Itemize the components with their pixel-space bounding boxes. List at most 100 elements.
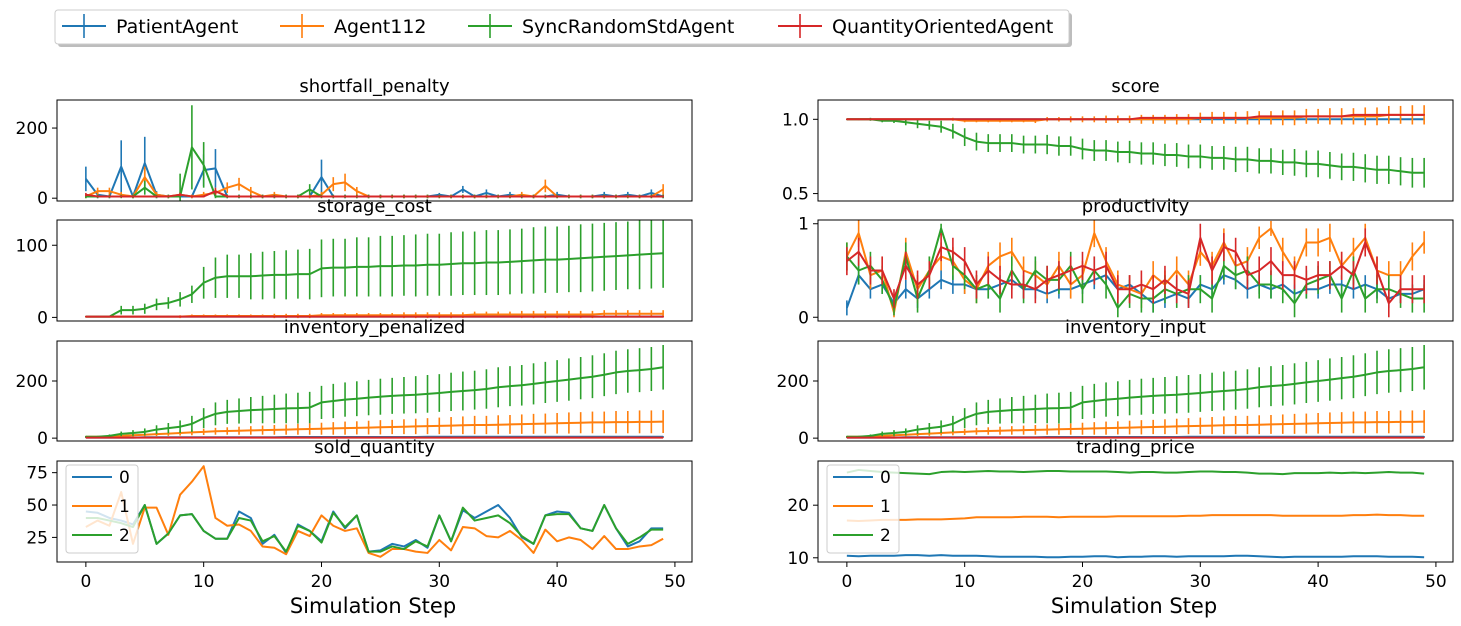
axes-frame: [56, 340, 693, 442]
subplot-score: score 0.5 1.0: [782, 76, 1454, 205]
y-tick-label: 25: [26, 528, 48, 548]
axes-frame: [56, 99, 693, 202]
subplot-legend: 0 1 2: [65, 464, 139, 554]
series-line-syncrandomstdagent: [85, 366, 664, 438]
axes-frame: [56, 219, 693, 322]
y-tick-label: 1: [798, 215, 809, 235]
plot-area: [85, 220, 664, 319]
subplot-legend-frame: [65, 464, 139, 554]
legend-label-agent112: Agent112: [334, 16, 427, 38]
plot-area: [846, 105, 1425, 188]
y-tick-label: 100: [16, 236, 48, 256]
x-tick-label: 50: [664, 572, 686, 592]
subplot-shortfall-penalty: shortfall_penalty 0 200: [16, 76, 693, 209]
series-line-syncrandomstdagent: [85, 146, 664, 198]
y-tick-label: 75: [26, 464, 48, 484]
subplot-inventory-penalized: inventory_penalized 0 200: [16, 317, 693, 449]
series-line-2: [85, 504, 664, 553]
subplot-title: shortfall_penalty: [299, 76, 450, 97]
subplot-title: trading_price: [1076, 437, 1195, 458]
legend-label-patientagent: PatientAgent: [116, 16, 238, 38]
x-tick-label: 50: [1425, 572, 1447, 592]
y-tick-label: 20: [787, 496, 809, 516]
x-axis-label-left: Simulation Step: [290, 594, 456, 618]
y-tick-label: 0: [798, 308, 809, 328]
subplot-title: inventory_penalized: [284, 317, 466, 338]
subplot-productivity: productivity 0 1: [798, 196, 1454, 328]
series-line-patientagent: [845, 274, 1425, 309]
series-line-1: [846, 513, 1425, 522]
x-axis-label-right: Simulation Step: [1051, 594, 1217, 618]
subplot-legend: 0 1 2: [826, 464, 900, 554]
legend-frame: [54, 9, 1070, 45]
x-tick-label: 30: [428, 572, 450, 592]
legend-entry-quantityorientedagent: QuantityOrientedAgent: [778, 14, 1053, 38]
subplot-storage-cost: storage_cost 0 100: [16, 196, 693, 328]
x-tick-label: 20: [311, 572, 333, 592]
axes-frame: [817, 219, 1454, 322]
y-tick-label: 0: [37, 429, 48, 449]
x-tick-label: 40: [546, 572, 568, 592]
plot-area: [845, 220, 1425, 318]
series-line-patientagent: [85, 162, 664, 198]
series-line-syncrandomstdagent: [846, 366, 1425, 438]
subplot-title: score: [1111, 76, 1159, 97]
axes-frame: [817, 99, 1454, 202]
subplot-title: productivity: [1082, 196, 1190, 217]
x-tick-label: 10: [193, 572, 215, 592]
y-tick-label: 200: [777, 372, 809, 392]
legend-label-quantityorientedagent: QuantityOrientedAgent: [832, 16, 1053, 38]
axes-frame: [817, 340, 1454, 442]
y-tick-label: 0: [37, 308, 48, 328]
y-tick-label: 50: [26, 496, 48, 516]
y-tick-label: 0: [798, 429, 809, 449]
x-tick-label: 30: [1189, 572, 1211, 592]
legend-entry-patientagent: PatientAgent: [62, 14, 238, 38]
plot-area: [85, 105, 664, 201]
plot-area: [846, 345, 1425, 439]
subplot-title: sold_quantity: [314, 437, 435, 458]
series-line-syncrandomstdagent: [85, 252, 664, 318]
subplot-legend-label-0: 0: [880, 468, 891, 488]
subplot-title: storage_cost: [317, 196, 432, 217]
x-tick-label: 40: [1307, 572, 1329, 592]
series-line-0: [846, 554, 1425, 559]
legend-label-syncrandomstdagent: SyncRandomStdAgent: [522, 16, 734, 38]
y-tick-label: 0: [37, 189, 48, 209]
series-line-quantityorientedagent: [85, 190, 664, 198]
subplot-legend-frame: [826, 464, 900, 554]
subplot-title: inventory_input: [1065, 317, 1206, 338]
axes-frame: [817, 460, 1454, 563]
legend-entry-agent112: Agent112: [280, 14, 427, 38]
plot-area: [846, 468, 1425, 559]
subplot-sold-quantity: sold_quantity 25 50 75 0 10 20 30 40 50 0 1 2: [26, 437, 693, 592]
subplot-legend-label-0: 0: [119, 468, 130, 488]
subplot-trading-price: trading_price 10 20 0 10 20 30 40 50 0 1 2: [787, 437, 1454, 592]
plot-area: [85, 345, 664, 439]
series-line-syncrandomstdagent: [846, 118, 1425, 174]
series-line-quantityorientedagent: [846, 236, 1425, 305]
y-tick-label: 10: [787, 549, 809, 569]
series-line-agent112: [845, 227, 1425, 314]
plot-area: [85, 465, 664, 558]
y-tick-label: 200: [16, 119, 48, 139]
subplot-legend-label-1: 1: [119, 497, 130, 517]
x-tick-label: 0: [80, 572, 91, 592]
x-tick-label: 0: [841, 572, 852, 592]
x-tick-label: 10: [954, 572, 976, 592]
series-line-1: [85, 465, 664, 558]
series-line-agent112: [846, 420, 1425, 438]
subplot-legend-label-1: 1: [880, 497, 891, 517]
series-line-quantityorientedagent: [846, 113, 1425, 121]
series-line-agent112: [85, 420, 664, 438]
x-tick-label: 20: [1072, 572, 1094, 592]
legend-entry-syncrandomstdagent: SyncRandomStdAgent: [468, 14, 734, 38]
y-tick-label: 1.0: [782, 110, 809, 130]
axes-frame: [56, 460, 693, 563]
y-tick-label: 200: [16, 372, 48, 392]
subplot-inventory-input: inventory_input 0 200: [777, 317, 1454, 449]
series-line-2: [846, 468, 1425, 476]
subplot-legend-label-2: 2: [119, 526, 130, 546]
main-legend: PatientAgent Agent112 SyncRandomStdAgent…: [54, 9, 1072, 47]
